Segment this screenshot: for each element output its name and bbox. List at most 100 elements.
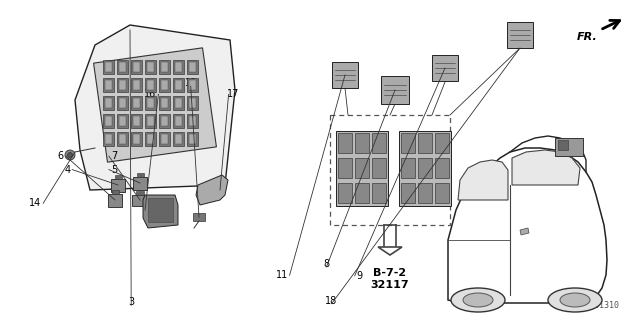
Bar [355,158,369,178]
Text: 17: 17 [227,89,240,100]
Bar [136,190,144,195]
Bar [131,96,142,110]
Bar [136,172,143,177]
Bar [103,114,114,128]
Bar [187,114,198,128]
Bar [105,116,112,126]
Bar [105,134,112,144]
Text: 32117: 32117 [371,280,410,290]
Polygon shape [378,247,402,255]
Bar [103,78,114,92]
Bar [132,195,148,205]
Bar [161,98,168,108]
Polygon shape [520,228,529,235]
Bar [435,183,449,203]
Bar [175,98,182,108]
Bar [103,132,114,146]
Bar [418,133,432,153]
Bar [355,183,369,203]
Bar [372,158,387,178]
Bar [117,132,128,146]
Bar [133,98,140,108]
Bar [131,78,142,92]
Bar [111,189,118,194]
Bar [173,78,184,92]
Circle shape [65,150,75,160]
Text: 18: 18 [325,296,338,306]
Bar [119,62,126,72]
Polygon shape [458,160,508,200]
Circle shape [67,153,72,157]
Bar [338,158,351,178]
Bar [115,174,122,179]
Ellipse shape [548,288,602,312]
Bar [189,98,196,108]
Text: 8: 8 [323,259,330,269]
Bar [175,116,182,126]
Text: B-7-2: B-7-2 [373,268,406,278]
Bar [372,183,387,203]
Text: 6: 6 [58,151,64,161]
Bar [159,114,170,128]
Bar [145,114,156,128]
Bar [133,80,140,90]
Bar [133,62,140,72]
Bar [558,140,568,150]
Bar [332,62,358,88]
Bar [159,60,170,74]
Text: 11: 11 [275,270,288,280]
Ellipse shape [463,293,493,307]
Bar [103,60,114,74]
Text: FR.: FR. [577,32,598,42]
Bar [175,62,182,72]
Bar [147,98,154,108]
Bar [432,55,458,81]
Bar [435,133,449,153]
Bar [173,132,184,146]
Bar [161,80,168,90]
Text: 14: 14 [29,198,42,208]
Bar [145,78,156,92]
Bar [131,114,142,128]
Text: 16: 16 [144,89,157,100]
Bar [147,116,154,126]
Bar [105,98,112,108]
Bar [336,131,388,205]
Bar [133,134,140,144]
Bar [117,78,128,92]
Polygon shape [512,150,580,185]
Polygon shape [75,25,235,190]
Bar [161,116,168,126]
Bar [173,114,184,128]
Bar [193,213,205,221]
Bar [159,132,170,146]
Bar [117,114,128,128]
Bar [330,115,450,225]
Bar [189,80,196,90]
Bar [338,183,351,203]
Bar [133,177,147,189]
Bar [145,132,156,146]
Text: T5AAB1310: T5AAB1310 [575,301,620,310]
Text: 3: 3 [128,297,134,308]
Text: 7: 7 [111,151,117,161]
Bar [401,183,415,203]
Bar [355,133,369,153]
Bar [372,133,387,153]
Bar [119,98,126,108]
Bar [133,116,140,126]
Bar [105,80,112,90]
Bar [401,158,415,178]
Bar [175,134,182,144]
Bar [401,133,415,153]
Bar [108,194,122,206]
Bar [117,96,128,110]
Bar [338,133,351,153]
Bar [159,96,170,110]
Ellipse shape [560,293,590,307]
Bar [555,138,583,156]
Text: 4: 4 [64,164,70,175]
Bar [187,96,198,110]
Text: 5: 5 [111,164,117,175]
Bar [175,80,182,90]
